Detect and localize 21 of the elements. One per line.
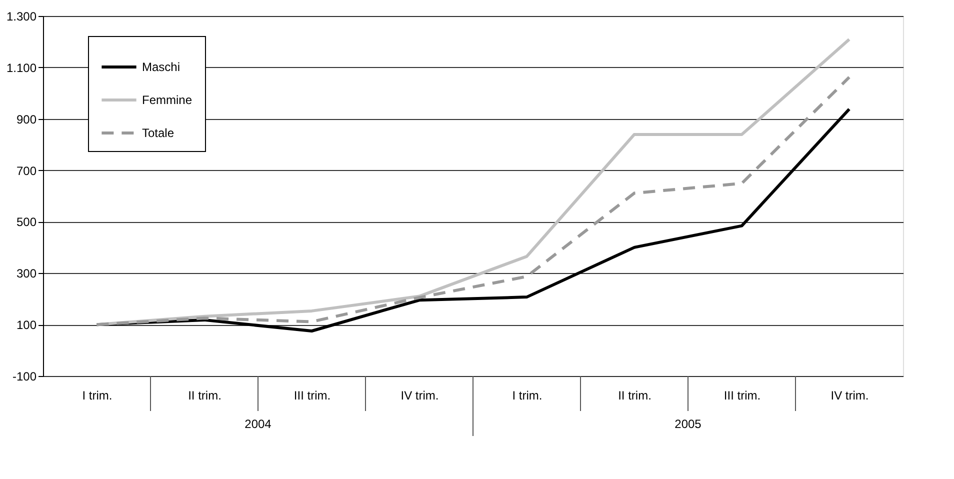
- x-tick-label: IV trim.: [400, 388, 439, 402]
- legend-label: Totale: [142, 126, 174, 140]
- legend-label: Femmine: [142, 93, 192, 107]
- y-tick-label: 700: [16, 164, 37, 178]
- x-tick-label: II trim.: [618, 388, 652, 402]
- y-tick-label: 300: [16, 266, 37, 281]
- x-tick-label: I trim.: [512, 388, 542, 402]
- x-tick-label: IV trim.: [830, 388, 869, 402]
- y-tick-label: 100: [16, 318, 37, 332]
- x-tick-label: III trim.: [724, 388, 761, 402]
- y-tick-label: -100: [12, 370, 37, 384]
- y-tick-label: 1.100: [6, 60, 37, 75]
- y-tick-label: 900: [16, 112, 37, 126]
- y-tick-label: 500: [16, 215, 37, 230]
- text: 2005: [674, 417, 702, 431]
- x-tick-label: II trim.: [188, 388, 222, 402]
- x-tick-label: I trim.: [82, 388, 112, 402]
- y-tick-label: 1.300: [6, 10, 37, 24]
- text: 2004: [244, 417, 272, 431]
- x-tick-label: III trim.: [294, 388, 331, 402]
- legend-label: Maschi: [142, 60, 180, 74]
